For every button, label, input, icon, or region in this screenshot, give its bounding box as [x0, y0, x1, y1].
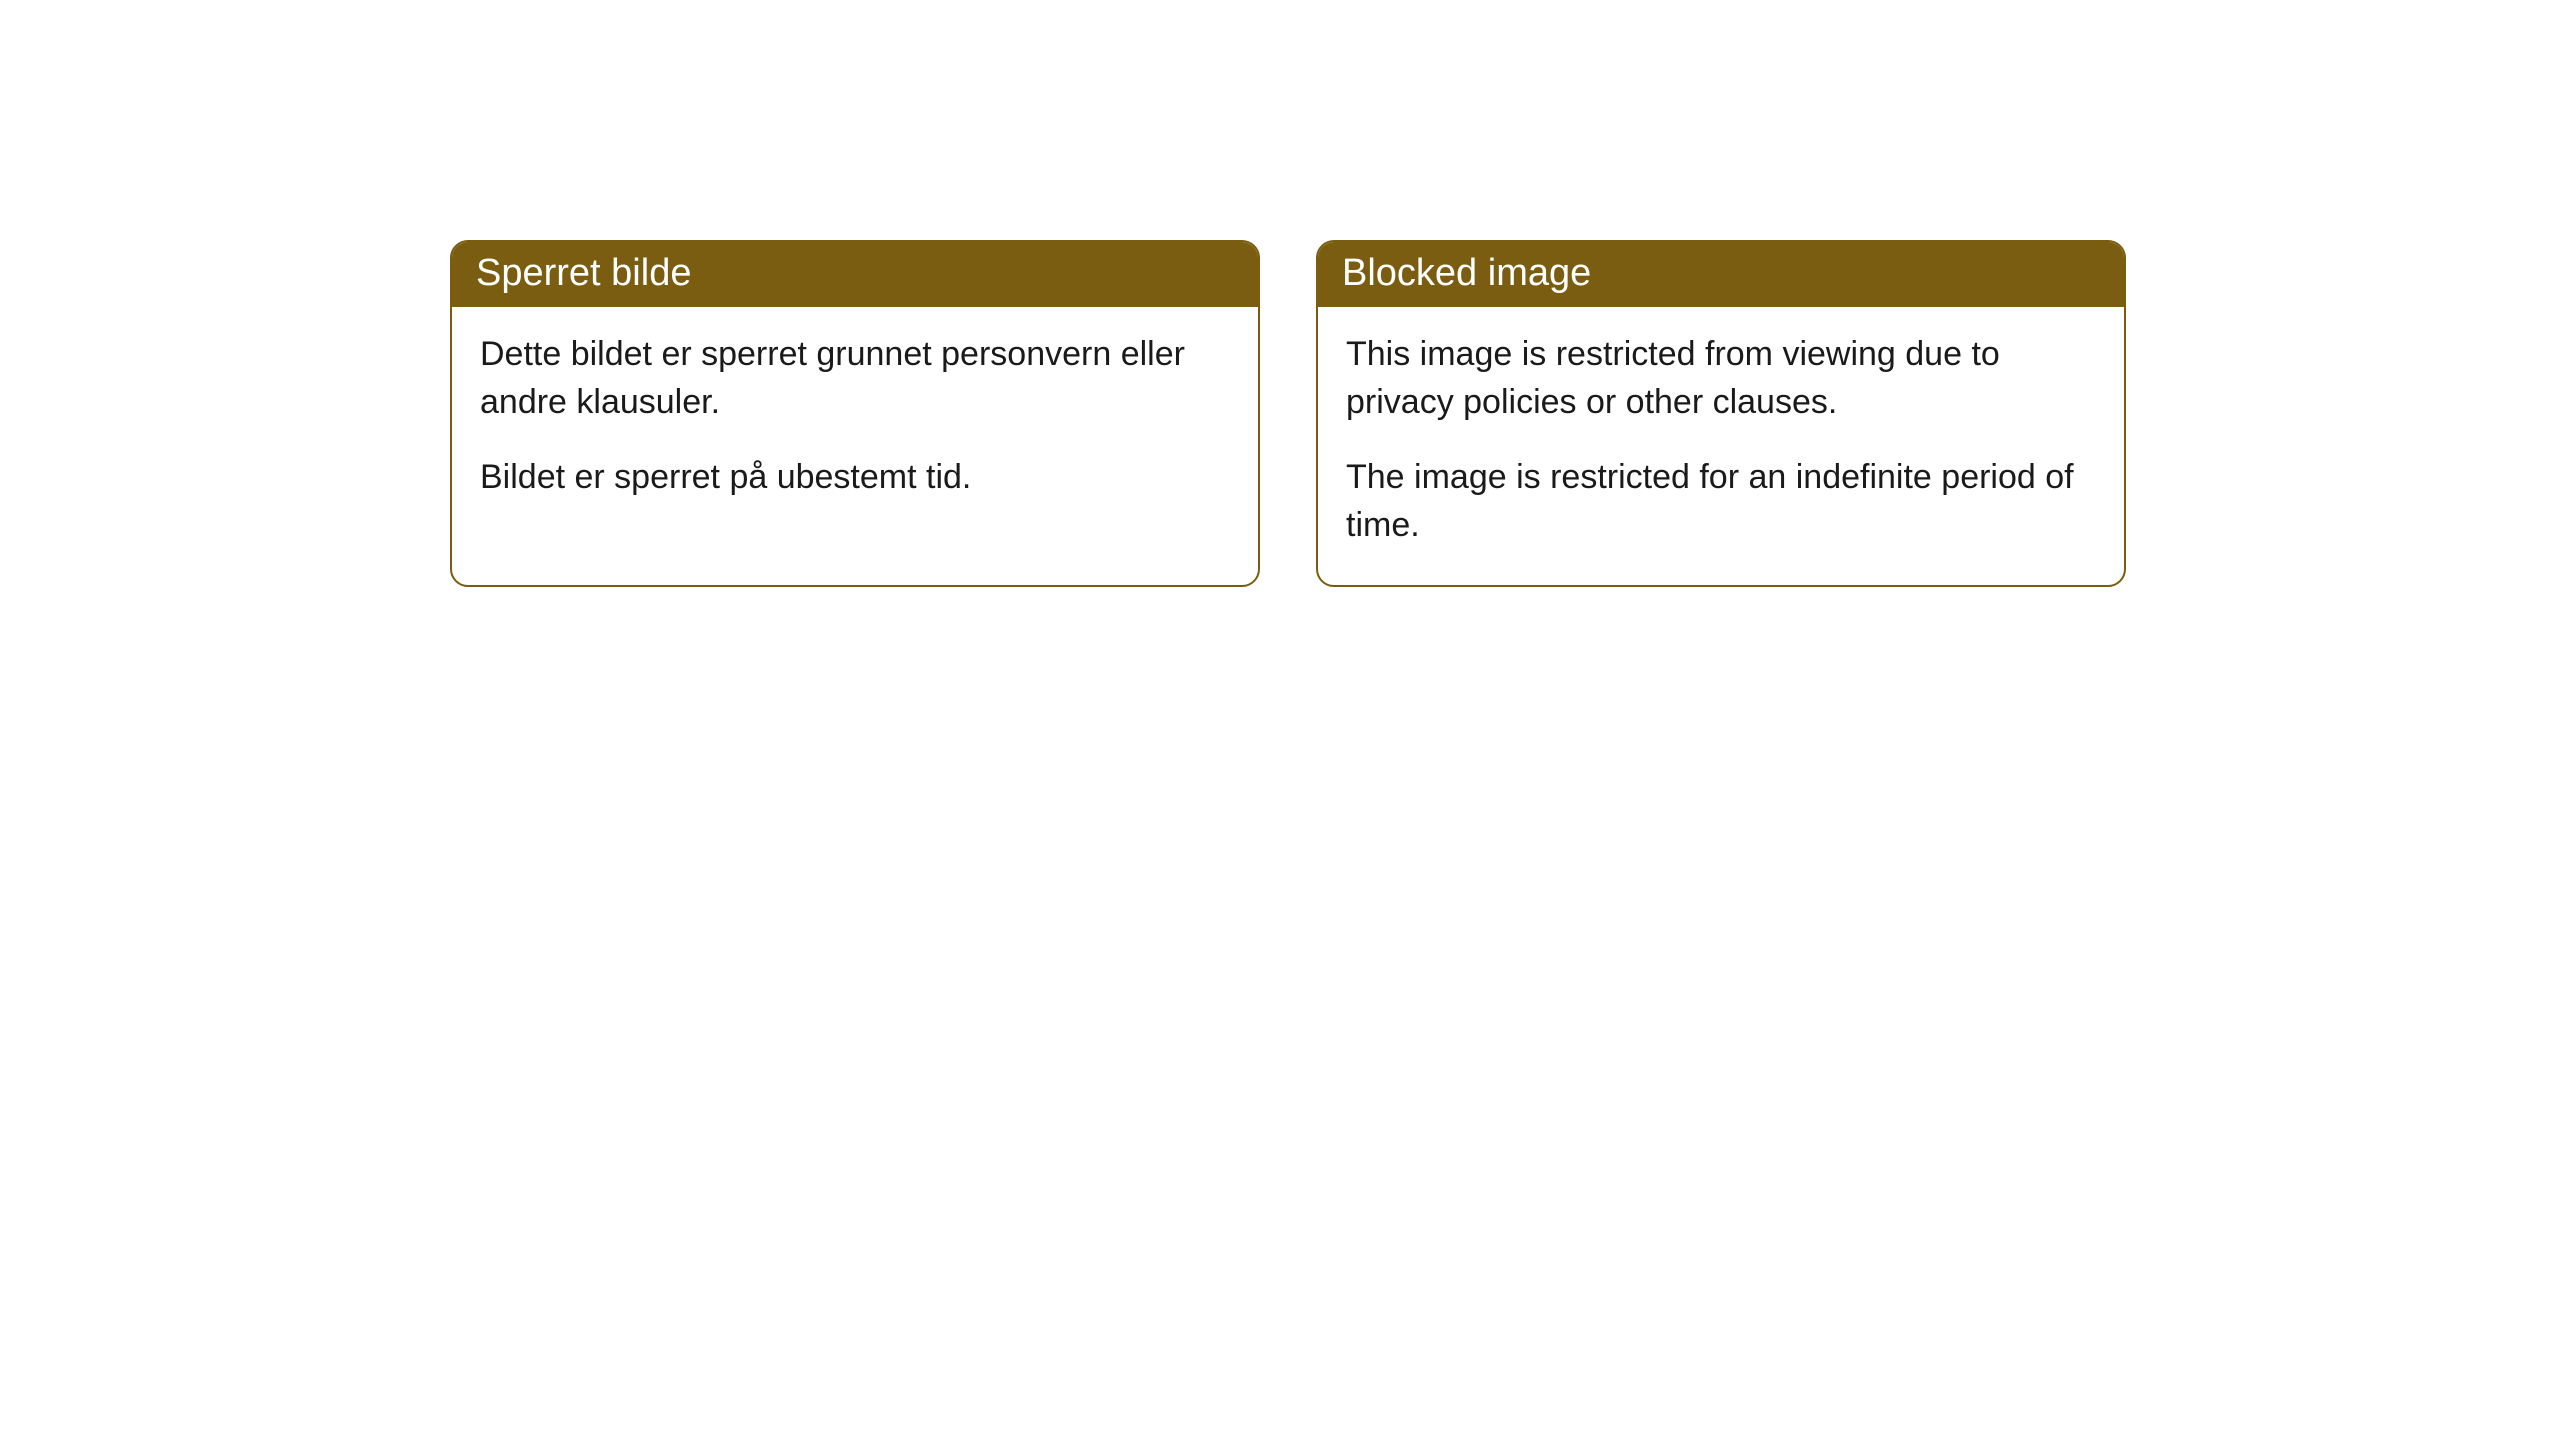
card-english: Blocked image This image is restricted f… [1316, 240, 2126, 587]
card-header-norwegian: Sperret bilde [452, 242, 1258, 307]
card-body-english: This image is restricted from viewing du… [1318, 307, 2124, 585]
card-norwegian: Sperret bilde Dette bildet er sperret gr… [450, 240, 1260, 587]
card-paragraph-1: This image is restricted from viewing du… [1346, 331, 2096, 426]
card-header-english: Blocked image [1318, 242, 2124, 307]
card-paragraph-2: Bildet er sperret på ubestemt tid. [480, 454, 1230, 502]
cards-container: Sperret bilde Dette bildet er sperret gr… [450, 240, 2126, 587]
card-body-norwegian: Dette bildet er sperret grunnet personve… [452, 307, 1258, 538]
card-paragraph-1: Dette bildet er sperret grunnet personve… [480, 331, 1230, 426]
card-paragraph-2: The image is restricted for an indefinit… [1346, 454, 2096, 549]
